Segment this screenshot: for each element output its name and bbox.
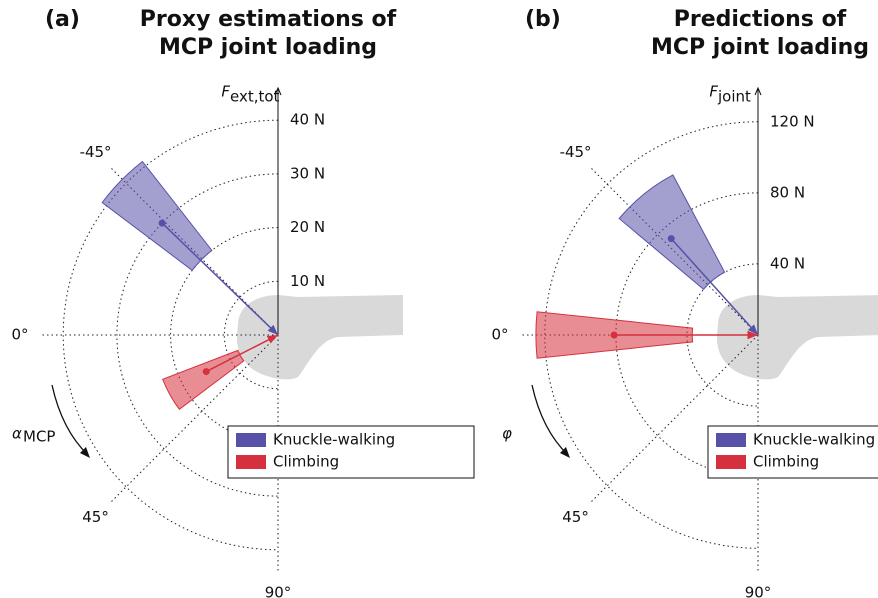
theta-tick-label: 45° [82, 508, 109, 526]
theta-tick-label: 0° [11, 326, 28, 344]
r-axis-label-sub: joint [717, 88, 751, 106]
bone-shape [237, 295, 403, 379]
mean-point [668, 235, 675, 242]
wedge [102, 162, 212, 271]
bone-shape [717, 295, 878, 379]
r-tick-label: 10 N [290, 272, 325, 290]
legend-swatch [236, 455, 266, 469]
legend-swatch [716, 455, 746, 469]
theta-axis-label: α [12, 425, 22, 443]
theta-tick-label: 90° [745, 584, 772, 598]
legend-label: Knuckle-walking [753, 431, 875, 449]
chart-title: Proxy estimations of [140, 7, 397, 32]
legend-swatch [716, 433, 746, 447]
mean-vector [162, 223, 278, 335]
wedge [619, 175, 724, 289]
panel-label: (b) [525, 7, 561, 32]
mean-point [203, 368, 210, 375]
r-tick-label: 120 N [770, 112, 815, 130]
chart-title: Predictions of [674, 7, 847, 32]
r-tick-label: 20 N [290, 218, 325, 236]
r-tick-label: 30 N [290, 164, 325, 182]
theta-tick-label: -45° [560, 143, 592, 161]
theta-arrow [52, 385, 88, 455]
figure: (a) Proxy estimations of MCP joint loading… [0, 0, 878, 598]
theta-tick-label: 90° [265, 584, 292, 598]
legend-label: Climbing [753, 453, 819, 471]
theta-arrow [532, 385, 568, 455]
legend-label: Knuckle-walking [273, 431, 395, 449]
chart-title: MCP joint loading [651, 35, 869, 60]
r-axis-label-sub: ext,tot [230, 88, 280, 106]
r-tick-label: 40 N [290, 111, 325, 129]
theta-axis-label-sub: MCP [23, 428, 55, 446]
r-tick-label: 40 N [770, 254, 805, 272]
panel-label: (a) [45, 7, 80, 32]
theta-tick-label: 45° [562, 508, 589, 526]
polar-panel: (a) Proxy estimations of MCP joint loading… [11, 7, 474, 598]
theta-axis-label: φ [502, 425, 512, 443]
mean-point [611, 332, 618, 339]
theta-tick-label: 0° [491, 326, 508, 344]
r-axis-label: F [709, 83, 718, 101]
r-tick-label: 80 N [770, 183, 805, 201]
legend-swatch [236, 433, 266, 447]
chart-title: MCP joint loading [159, 35, 377, 60]
r-axis-label: F [221, 83, 230, 101]
mean-point [159, 220, 166, 227]
legend-label: Climbing [273, 453, 339, 471]
theta-tick-label: -45° [80, 143, 112, 161]
polar-panel: (b) Predictions of MCP joint loading 40 N 80… [491, 7, 878, 598]
